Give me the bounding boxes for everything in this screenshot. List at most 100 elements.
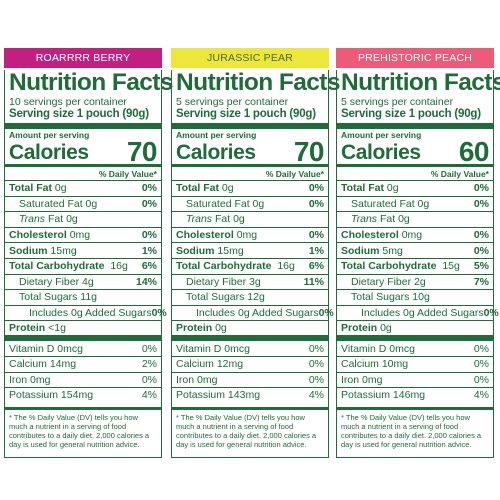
nutrition-label: Nutrition Facts 10 servings per containe…	[4, 69, 173, 458]
calcium-text: Calcium 10mg	[341, 358, 409, 371]
calcium-row: Calcium 14mg 2%	[5, 357, 161, 373]
serving-size-value: 1 pouch (90g)	[76, 108, 149, 120]
total-sugars-text: Total Sugars 10g	[351, 291, 430, 304]
trans-fat-text: Fat 0g	[377, 213, 410, 226]
vitamin-d-text: Vitamin D 0mcg	[341, 342, 415, 355]
calcium-pct: 0%	[308, 358, 324, 371]
total-fat-pct: 0%	[141, 182, 157, 195]
total-fat-pct: 0%	[473, 182, 489, 195]
flavor-name: PREHISTORIC PEACH	[357, 52, 473, 64]
trans-fat-row: Trans Fat 0g	[172, 212, 328, 228]
added-sugars-row: Includes 0g Added Sugars 0%	[172, 306, 334, 322]
saturated-fat-text: Saturated Fat 0g	[186, 197, 265, 210]
iron-pct: 0%	[141, 373, 157, 386]
sodium-pct: 1%	[141, 244, 157, 257]
nutrition-facts-title: Nutrition Facts	[176, 69, 340, 96]
total-fat-row: Total Fat 0g 0%	[337, 181, 493, 197]
saturated-fat-row: Saturated Fat 0g 0%	[172, 197, 328, 213]
dietary-fiber-row: Dietary Fiber 3g 11%	[172, 275, 328, 291]
added-sugars-row: Includes 0g Added Sugars 0%	[5, 306, 167, 322]
carb-pct: 6%	[141, 260, 157, 273]
nutrition-facts-title: Nutrition Facts	[341, 69, 500, 96]
carb-amount: 15g	[442, 260, 460, 273]
total-fat-amount: 0g	[386, 182, 399, 195]
added-sugars-text: Includes 0g Added Sugars	[361, 307, 484, 320]
dietary-fiber-row: Dietary Fiber 2g 7%	[337, 275, 493, 291]
carb-label: Total Carbohydrate	[341, 260, 437, 273]
potassium-pct: 4%	[141, 389, 157, 402]
trans-fat-row: Trans Fat 0g	[5, 212, 161, 228]
vitamin-d-text: Vitamin D 0mcg	[176, 342, 250, 355]
added-sugars-text: Includes 0g Added Sugars	[196, 307, 319, 320]
protein-row: Protein 0g	[172, 321, 328, 342]
total-carbohydrate-row: Total Carbohydrate 15g 5%	[337, 259, 493, 275]
nutrition-label: Nutrition Facts 5 servings per container…	[171, 69, 340, 458]
total-fat-label: Total Fat	[9, 182, 52, 195]
calcium-text: Calcium 12mg	[176, 358, 244, 371]
calories-label: Calories	[341, 141, 421, 164]
calories-value: 60	[458, 136, 490, 167]
iron-pct: 0%	[308, 373, 324, 386]
flavor-header: ROARRRR BERRY	[4, 48, 162, 68]
protein-amount: 0g	[215, 322, 227, 335]
flavor-header: JURASSIC PEAR	[171, 48, 329, 68]
trans-word: Trans	[186, 213, 213, 226]
sodium-row: Sodium 15mg 1%	[5, 243, 161, 259]
cholesterol-label: Cholesterol	[341, 229, 399, 242]
cholesterol-row: Cholesterol 0mg 0%	[5, 228, 161, 244]
serving-size: Serving size 1 pouch (90g)	[341, 108, 489, 121]
cholesterol-amount: 0mg	[236, 229, 258, 242]
nutrition-facts-title: Nutrition Facts	[9, 69, 173, 96]
total-sugars-row: Total Sugars 11g	[5, 290, 161, 306]
total-fat-label: Total Fat	[176, 182, 219, 195]
carb-label: Total Carbohydrate	[9, 260, 105, 273]
calcium-row: Calcium 10mg 0%	[337, 357, 493, 373]
calcium-row: Calcium 12mg 0%	[172, 357, 328, 373]
iron-text: Iron 0mg	[341, 373, 383, 386]
total-sugars-text: Total Sugars 12g	[186, 291, 265, 304]
panel-jurassic-pear: JURASSIC PEAR Nutrition Facts 5 servings…	[171, 48, 340, 458]
daily-value-header: % Daily Value*	[5, 167, 161, 181]
cholesterol-row: Cholesterol 0mg 0%	[337, 228, 493, 244]
serving-size-label: Serving size	[176, 108, 241, 120]
panel-prehistoric-peach: PREHISTORIC PEACH Nutrition Facts 5 serv…	[336, 48, 500, 458]
cholesterol-label: Cholesterol	[176, 229, 234, 242]
vitamin-d-text: Vitamin D 0mcg	[9, 342, 83, 355]
carb-pct: 5%	[473, 260, 489, 273]
serving-size-value: 1 pouch (90g)	[243, 108, 316, 120]
daily-value-footnote: * The % Daily Value (DV) tells you how m…	[172, 406, 328, 449]
calories-row: Calories 70	[9, 138, 158, 166]
protein-label: Protein	[341, 322, 378, 335]
saturated-fat-row: Saturated Fat 0g 0%	[337, 197, 493, 213]
potassium-row: Potassium 154mg 4%	[5, 388, 161, 403]
sodium-amount: 5mg	[382, 244, 403, 257]
sodium-amount: 15mg	[50, 244, 77, 257]
calories-label: Calories	[176, 141, 256, 164]
iron-text: Iron 0mg	[176, 373, 218, 386]
sodium-label: Sodium	[9, 244, 48, 257]
protein-label: Protein	[9, 322, 46, 335]
trans-fat-text: Fat 0g	[212, 213, 245, 226]
vitamin-d-pct: 0%	[141, 342, 157, 355]
potassium-row: Potassium 143mg 4%	[172, 388, 328, 403]
protein-row: Protein <1g	[5, 321, 161, 342]
thick-divider	[172, 123, 328, 129]
sodium-row: Sodium 15mg 1%	[172, 243, 328, 259]
iron-row: Iron 0mg 0%	[5, 373, 161, 389]
sodium-label: Sodium	[176, 244, 215, 257]
total-fat-label: Total Fat	[341, 182, 384, 195]
dietary-fiber-pct: 7%	[473, 275, 489, 288]
serving-size-value: 1 pouch (90g)	[408, 108, 481, 120]
carb-pct: 6%	[308, 260, 324, 273]
carb-label: Total Carbohydrate	[176, 260, 272, 273]
potassium-text: Potassium 143mg	[176, 389, 261, 402]
dietary-fiber-row: Dietary Fiber 4g 14%	[5, 275, 161, 291]
added-sugars-pct: 0%	[483, 307, 499, 320]
daily-value-footnote: * The % Daily Value (DV) tells you how m…	[5, 406, 161, 449]
cholesterol-pct: 0%	[141, 229, 157, 242]
potassium-text: Potassium 146mg	[341, 389, 426, 402]
added-sugars-text: Includes 0g Added Sugars	[29, 307, 152, 320]
calories-row: Calories 70	[176, 138, 325, 166]
protein-amount: 0g	[380, 322, 392, 335]
cholesterol-amount: 0mg	[401, 229, 423, 242]
